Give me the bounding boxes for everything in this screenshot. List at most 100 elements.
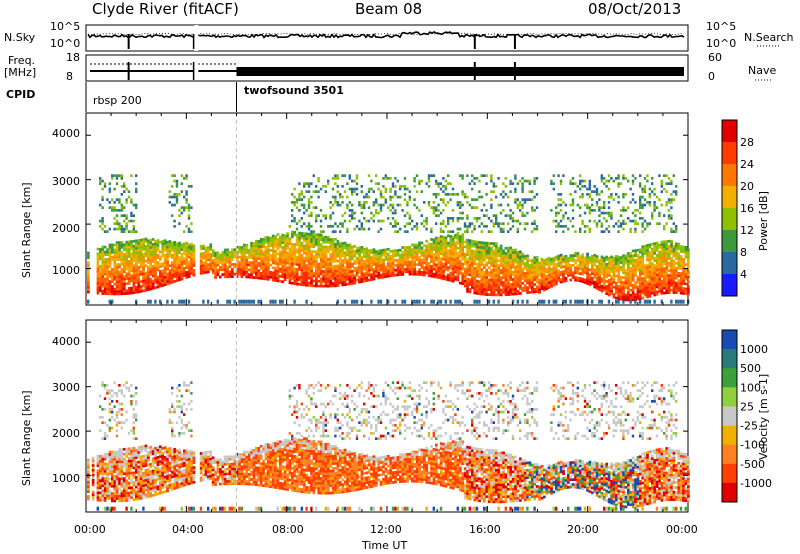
power-cell: [663, 279, 666, 283]
power-cell: [418, 241, 421, 245]
power-cell: [528, 283, 532, 287]
power-cell: [137, 273, 141, 276]
power-cell: [619, 222, 623, 225]
power-cell: [442, 255, 445, 258]
power-cell: [634, 219, 637, 223]
power-cell: [135, 281, 138, 284]
power-cell: [588, 275, 592, 279]
power-cell: [329, 282, 333, 285]
power-cell: [533, 258, 537, 262]
power-cell: [245, 299, 248, 304]
power-cell: [473, 262, 477, 265]
power-cell: [526, 274, 529, 277]
power-cell: [670, 264, 673, 267]
power-cell: [365, 269, 369, 273]
power-cell: [547, 261, 551, 265]
power-cell: [202, 271, 205, 275]
power-cell: [235, 245, 239, 249]
power-cell: [334, 259, 337, 263]
power-cell: [437, 271, 441, 274]
power-cell: [646, 266, 649, 269]
power-cell: [281, 275, 285, 279]
power-cell: [629, 266, 633, 270]
power-cell: [99, 279, 102, 283]
power-cell: [353, 227, 356, 231]
power-cell: [641, 222, 644, 225]
power-cell: [627, 281, 630, 285]
power-cell: [651, 264, 654, 268]
power-cell: [267, 278, 270, 281]
power-cell: [331, 284, 335, 288]
power-cell: [463, 230, 467, 233]
power-cell: [135, 244, 138, 248]
power-cell: [655, 280, 659, 284]
power-cell: [300, 225, 303, 228]
power-cell: [519, 277, 522, 281]
power-cell: [648, 277, 652, 281]
power-cell: [607, 225, 611, 228]
power-cell: [427, 271, 431, 275]
power-cell: [327, 275, 330, 278]
power-cell: [250, 268, 253, 272]
power-cell: [665, 289, 669, 292]
power-cell: [447, 261, 450, 265]
power-cell: [228, 275, 232, 278]
power-cell: [387, 257, 390, 261]
power-cell: [360, 275, 364, 278]
noise-left-tick-high: 10^5: [50, 20, 81, 33]
power-cell: [473, 272, 477, 275]
power-cell: [298, 246, 301, 249]
power-cell: [444, 179, 447, 183]
power-cell: [231, 272, 234, 276]
power-cell: [180, 182, 183, 185]
power-cell: [586, 269, 589, 273]
power-cell: [360, 268, 364, 271]
power-cell: [581, 299, 584, 304]
power-cell: [286, 234, 289, 238]
power-cell: [641, 230, 644, 233]
power-cell: [622, 266, 625, 270]
power-cell: [600, 267, 604, 271]
power-cell: [480, 258, 484, 262]
power-cell: [288, 271, 292, 275]
power-cell: [137, 261, 141, 264]
power-cell: [651, 214, 654, 217]
power-cell: [521, 274, 525, 278]
power-cell: [399, 268, 402, 272]
power-cell: [310, 237, 313, 241]
power-cell: [610, 270, 613, 273]
power-cell: [137, 248, 141, 252]
power-cell: [137, 278, 141, 281]
power-cell: [365, 262, 369, 265]
power-cell: [471, 249, 474, 253]
power-cell: [295, 233, 299, 237]
power-cell: [180, 270, 184, 273]
power-cell: [307, 240, 311, 243]
power-cell: [288, 225, 291, 228]
power-cell: [286, 244, 289, 248]
power-cell: [154, 264, 157, 267]
power-cell: [379, 249, 383, 252]
power-cell: [118, 198, 121, 201]
power-cell: [219, 256, 222, 259]
power-cell: [351, 217, 354, 220]
power-cell: [341, 251, 345, 255]
power-cell: [487, 273, 491, 277]
power-cell: [168, 274, 172, 277]
power-cell: [303, 185, 306, 188]
power-cell: [435, 248, 438, 252]
power-cell: [516, 255, 520, 259]
power-cell: [341, 268, 345, 272]
power-cell: [147, 283, 150, 287]
power-cell: [543, 281, 546, 284]
power-cell: [557, 257, 561, 260]
power-cell: [603, 203, 606, 207]
power-cell: [377, 219, 380, 223]
power-cell: [135, 203, 138, 207]
power-cell: [653, 252, 657, 255]
power-cell: [322, 214, 325, 217]
power-cell: [334, 222, 337, 225]
power-cell: [617, 277, 621, 281]
power-cell: [480, 273, 484, 276]
power-cell: [147, 299, 150, 304]
